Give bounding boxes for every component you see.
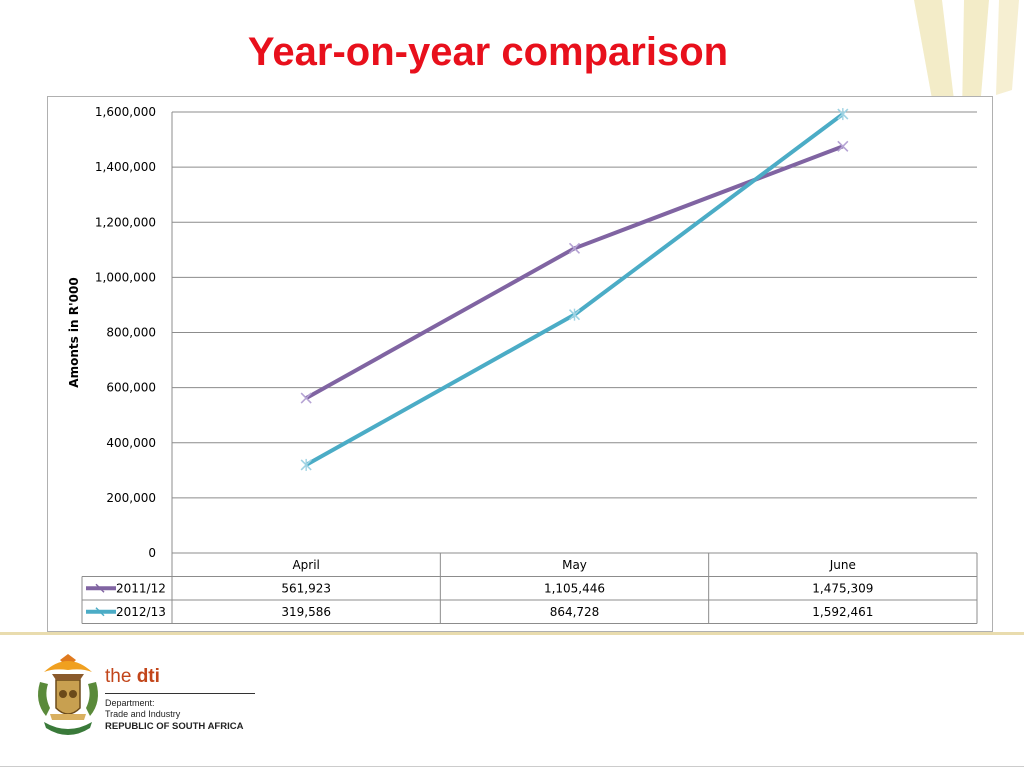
data-point [837,140,849,152]
data-point [568,242,581,254]
dti-republic: REPUBLIC OF SOUTH AFRICA [105,721,244,732]
data-label: 561,923 [281,581,331,595]
bottom-divider [0,766,1024,767]
y-tick-label: 1,400,000 [95,160,156,174]
slide-title: Year-on-year comparison [247,30,729,74]
chart-frame: 1,600,000 1,400,000 1,200,000 1,000,000 800,… [47,96,993,632]
data-label: 1,592,461 [812,605,873,619]
dti-brand-the: the [105,666,137,687]
legend-marker [95,607,105,617]
y-tick-label: 800,000 [106,326,156,340]
dti-brand: the dti [105,666,160,688]
data-label: 319,586 [281,605,331,619]
series-line-2011-12 [305,144,844,400]
legend-marker [95,583,105,593]
data-point [300,392,312,404]
coat-of-arms-logo [38,654,98,735]
y-axis-title: Amonts in R'000 [67,277,81,387]
legend-label: 2011/12 [116,581,166,595]
dti-rule [105,693,255,694]
footer-divider [0,632,1024,635]
data-label: 1,475,309 [812,581,873,595]
data-label: 1,105,446 [544,581,605,595]
decorative-stripes [914,0,1019,120]
y-tick-label: 600,000 [106,381,156,395]
x-category-label: April [292,558,319,572]
line-chart: 1,600,000 1,400,000 1,200,000 1,000,000 800,… [67,105,978,624]
data-label: 864,728 [550,605,600,619]
y-tick-label: 1,600,000 [95,105,156,119]
y-tick-label: 1,200,000 [95,215,156,229]
y-tick-label: 0 [148,546,156,560]
y-tick-label: 200,000 [106,491,156,505]
dti-department: Department: [105,698,155,708]
x-category-label: June [829,558,856,572]
dti-trade-industry: Trade and Industry [105,709,181,719]
y-tick-label: 1,000,000 [95,270,156,284]
legend-label: 2012/13 [116,605,166,619]
dti-brand-dti: dti [136,666,160,687]
y-tick-label: 400,000 [106,436,156,450]
x-category-label: May [562,558,587,572]
